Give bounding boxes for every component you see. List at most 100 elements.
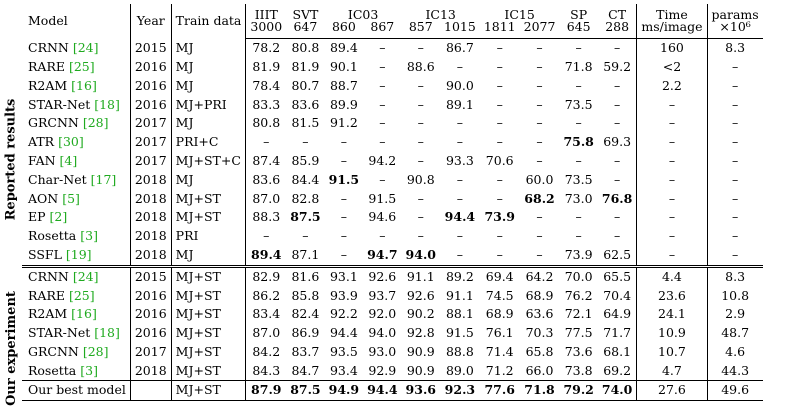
- model-name: GRCNN: [28, 115, 83, 131]
- value-cell: –: [379, 96, 386, 112]
- value-cell: –: [340, 209, 347, 225]
- value-cell: 90.2: [406, 306, 435, 322]
- citation-link[interactable]: [17]: [90, 171, 117, 187]
- table-row: CRNN [24] 2015 MJ+ST 82.9 81.6 93.1 92.6 91.1 89…: [22, 264, 763, 287]
- best-value: 73.9: [484, 209, 515, 225]
- value-cell: 89.1: [445, 96, 474, 112]
- citation-link[interactable]: [18]: [94, 325, 120, 341]
- value-cell: 73.9: [564, 246, 593, 262]
- value-cell: 84.4: [291, 171, 320, 187]
- citation-link[interactable]: [16]: [71, 306, 97, 322]
- value-cell: 90.8: [406, 171, 435, 187]
- value-cell: 69.2: [597, 361, 638, 381]
- value-cell: 94.9: [324, 380, 364, 402]
- value-cell: 82.8: [291, 190, 320, 206]
- value-cell: 93.6: [401, 380, 440, 402]
- table-row: RARE [25] 2016 MJ 81.9 81.9 90.1–88.6– – –71.8 5…: [22, 57, 763, 77]
- value-cell: 83.7: [291, 343, 320, 359]
- value-cell: –: [340, 246, 347, 262]
- model-name-cell: GRCNN [28]: [22, 114, 131, 133]
- value-cell: 94.0: [368, 325, 397, 341]
- citation-link[interactable]: [30]: [58, 134, 84, 150]
- value-cell: <2: [636, 57, 708, 77]
- citation-link[interactable]: [28]: [82, 343, 109, 359]
- value-cell: –: [575, 40, 582, 56]
- best-value: 77.6: [484, 382, 515, 398]
- value-cell: 82.9: [245, 264, 287, 287]
- value-cell: 8.3: [707, 264, 763, 287]
- value-cell: 89.9: [329, 96, 358, 112]
- subheader-cell: 860: [324, 20, 364, 39]
- subheader-row: 3000 647 860 867 857 1015 1811 2077 645 288 ms/ima…: [22, 20, 763, 39]
- value-cell: 59.2: [597, 57, 638, 77]
- value-cell: –: [636, 95, 708, 115]
- value-cell: –: [597, 226, 638, 246]
- value-cell: 89.2: [440, 264, 480, 287]
- value-cell: 76.2: [564, 287, 593, 303]
- value-cell: –: [417, 40, 424, 56]
- value-cell: 60.0: [525, 171, 554, 187]
- citation-link[interactable]: [18]: [94, 96, 120, 112]
- citation-link[interactable]: [24]: [72, 39, 99, 55]
- value-cell: 89.0: [445, 362, 474, 378]
- value-cell: 68.2: [520, 189, 560, 208]
- value-cell: 90.9: [406, 362, 435, 378]
- value-cell: –: [379, 171, 386, 187]
- value-cell: 90.1: [329, 58, 358, 74]
- best-value: 87.5: [290, 209, 321, 225]
- citation-link[interactable]: [19]: [65, 246, 92, 262]
- citation-link[interactable]: [3]: [80, 362, 98, 378]
- citation-link[interactable]: [2]: [49, 209, 68, 225]
- value-cell: 94.2: [368, 152, 397, 168]
- value-cell: 81.5: [291, 115, 320, 131]
- value-cell: 76.1: [485, 325, 514, 341]
- citation-link[interactable]: [25]: [68, 58, 95, 74]
- our-experiment-label: Our experiment: [3, 290, 19, 406]
- citation-link[interactable]: [5]: [62, 190, 80, 206]
- value-cell: 91.5: [445, 325, 474, 341]
- value-cell: 49.6: [707, 380, 763, 402]
- value-cell: 44.3: [721, 362, 750, 378]
- value-cell: 94.4: [363, 380, 402, 402]
- value-cell: 83.4: [252, 306, 281, 322]
- citation-link[interactable]: [3]: [80, 228, 98, 244]
- value-cell: –: [597, 76, 638, 96]
- citation-link[interactable]: [25]: [68, 287, 95, 303]
- value-cell: 85.8: [291, 287, 320, 303]
- best-value: 87.5: [290, 382, 321, 398]
- value-cell: 80.8: [291, 40, 320, 56]
- value-cell: –: [731, 58, 739, 74]
- value-cell: 62.5: [597, 245, 638, 267]
- value-cell: 63.6: [525, 306, 554, 322]
- value-cell: –: [263, 228, 270, 244]
- value-cell: –: [417, 115, 424, 131]
- value-cell: –: [731, 190, 739, 206]
- value-cell: 78.4: [252, 77, 281, 93]
- value-cell: –: [536, 58, 543, 74]
- train-data-cell: MJ+ST: [171, 361, 247, 381]
- value-cell: –: [575, 77, 582, 93]
- value-cell: 93.1: [324, 264, 364, 287]
- citation-link[interactable]: [28]: [82, 115, 109, 131]
- value-cell: 91.1: [401, 264, 440, 287]
- model-name-cell: AON [5]: [22, 189, 131, 209]
- value-cell: 73.5: [564, 96, 593, 112]
- value-cell: 75.8: [559, 133, 597, 152]
- value-cell: –: [636, 114, 708, 133]
- table-row: Char-Net [17] 2018 MJ 83.6 84.4 91.5–90.8– –60…: [22, 170, 763, 190]
- value-cell: 10.9: [636, 323, 708, 343]
- citation-link[interactable]: [24]: [72, 268, 99, 284]
- table-row: AON [5] 2018 MJ+ST 87.0 82.8–91.5– – –68.2 73.0…: [22, 189, 763, 209]
- table-row: GRCNN [28] 2017 MJ 80.8 81.5 91.2– – – – – – – – –: [22, 114, 763, 133]
- best-value: 94.0: [405, 246, 436, 262]
- citation-link[interactable]: [16]: [71, 77, 97, 93]
- value-cell: –: [456, 171, 464, 187]
- model-name-cell: CRNN [24]: [22, 38, 131, 58]
- value-cell: 68.9: [525, 287, 554, 303]
- citation-link[interactable]: [4]: [59, 152, 78, 168]
- model-name: GRCNN: [28, 343, 83, 359]
- value-cell: 92.8: [406, 325, 435, 341]
- year-cell: 2018: [130, 245, 172, 267]
- model-name: R2AM: [28, 77, 72, 93]
- train-data-cell: MJ+ST: [171, 208, 247, 227]
